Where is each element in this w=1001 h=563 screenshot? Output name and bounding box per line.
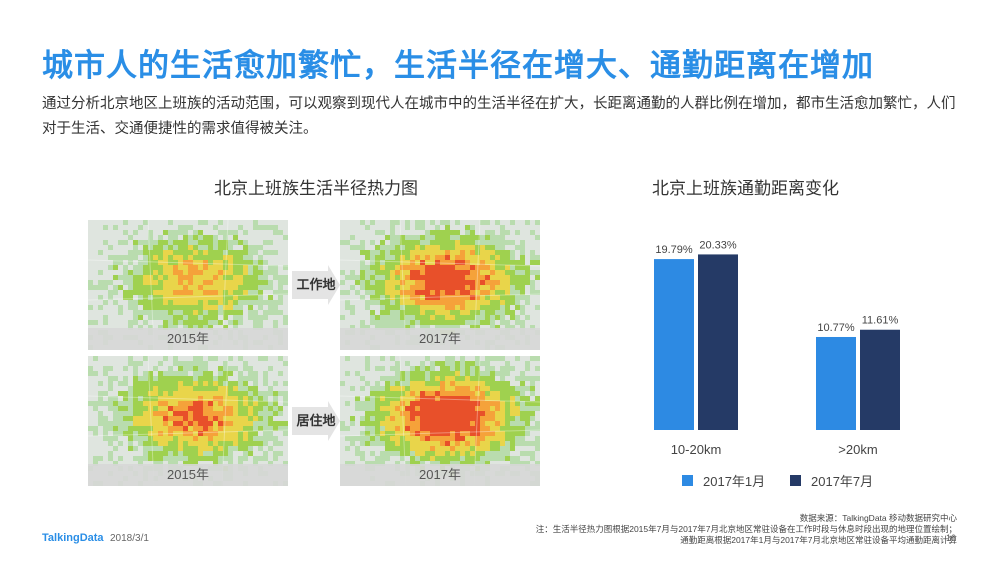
data-label: 20.33% xyxy=(699,239,737,251)
heatmap-section-title: 北京上班族生活半径热力图 xyxy=(214,179,418,198)
heatmap-home-2015: 2015年 xyxy=(88,356,288,486)
legend-label: 2017年7月 xyxy=(811,474,874,489)
year-label: 2015年 xyxy=(88,464,288,486)
bar->20km-1 xyxy=(860,329,900,430)
brand-logo: TalkingData xyxy=(42,532,104,544)
data-label: 10.77% xyxy=(817,322,855,334)
page-description: 通过分析北京地区上班族的活动范围，可以观察到现代人在城市中的生活半径在扩大，长距… xyxy=(42,96,956,137)
heatmap-work-2017: 2017年 xyxy=(340,220,540,350)
footer-date: 2018/3/1 xyxy=(110,533,149,544)
arrow-right-icon xyxy=(292,265,340,305)
footer-notes: 数据来源：TalkingData 移动数据研究中心 注：生活半径热力图根据201… xyxy=(536,513,957,546)
year-label: 2017年 xyxy=(340,328,540,350)
arrow-label-work: 工作地 xyxy=(296,277,336,292)
category-label: >20km xyxy=(838,442,877,457)
year-label: 2015年 xyxy=(88,328,288,350)
page-number: 10 xyxy=(946,533,957,543)
heatmap-work-2015: 2015年 xyxy=(88,220,288,350)
heatmap-note: 注：生活半径热力图根据2015年7月与2017年7月北京地区常驻设备在工作时段与… xyxy=(535,524,957,534)
arrow-label-home: 居住地 xyxy=(296,413,336,428)
bar-10-20km-1 xyxy=(698,254,738,430)
bar->20km-0 xyxy=(816,336,856,430)
arrow-right-icon xyxy=(292,401,340,441)
data-label: 11.61% xyxy=(862,315,899,327)
bar-10-20km-0 xyxy=(654,259,694,430)
page-title: 城市人的生活愈加繁忙，生活半径在增大、通勤距离在增加 xyxy=(42,48,874,83)
chart-section-title: 北京上班族通勤距离变化 xyxy=(652,179,839,198)
arrow-home: 居住地 xyxy=(292,401,340,441)
year-label: 2017年 xyxy=(340,464,540,486)
arrow-work: 工作地 xyxy=(292,265,340,305)
category-label: 10-20km xyxy=(671,442,722,457)
data-source-note: 数据来源：TalkingData 移动数据研究中心 xyxy=(799,513,957,523)
commute-note: 通勤距离根据2017年1月与2017年7月北京地区常驻设备平均通勤距离计算 xyxy=(680,535,957,545)
legend-swatch xyxy=(682,475,693,486)
data-label: 19.79% xyxy=(655,244,693,256)
legend-item-jul: 2017年7月 xyxy=(790,471,873,490)
commute-bar-chart: 19.79% 20.33% 10-20km 10.77% 11.61% >20km xyxy=(654,239,900,457)
heatmap-image xyxy=(88,356,288,486)
legend-label: 2017年1月 xyxy=(703,474,766,489)
legend-swatch xyxy=(790,475,801,486)
legend-item-jan: 2017年1月 xyxy=(682,471,765,490)
heatmap-image xyxy=(88,220,288,350)
heatmap-home-2017: 2017年 xyxy=(340,356,540,486)
